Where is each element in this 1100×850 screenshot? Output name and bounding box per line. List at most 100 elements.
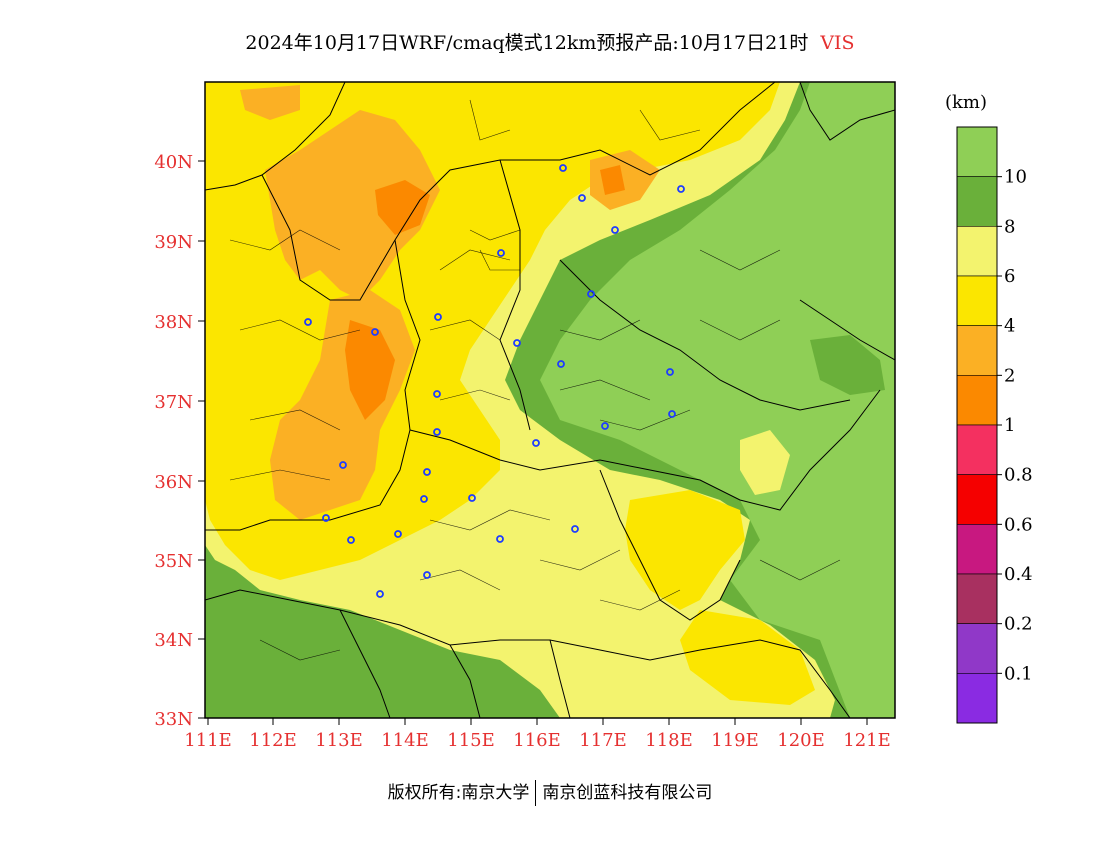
footer-company: 南京创蓝科技有限公司: [542, 783, 713, 803]
vis-zone-4-6-south: [680, 610, 815, 705]
station-marker: [347, 536, 355, 544]
lon-label: 121E: [843, 730, 891, 751]
vis-zone-6-8-shandong: [740, 430, 790, 495]
vis-zone-1-2-b: [345, 320, 395, 420]
station-marker: [677, 185, 685, 193]
colorbar-label: 0.1: [1004, 663, 1033, 684]
vis-zone-4-6-east: [625, 490, 745, 610]
lon-label: 113E: [315, 730, 363, 751]
lon-label: 117E: [579, 730, 627, 751]
colorbar-label: 0.2: [1004, 614, 1033, 635]
colorbar-swatch: [956, 325, 998, 376]
province-boundaries: [205, 82, 895, 718]
lon-label: 118E: [645, 730, 693, 751]
colorbar-swatch: [956, 275, 998, 326]
colorbar-swatch: [956, 474, 998, 525]
station-marker: [420, 495, 428, 503]
colorbar-swatch: [956, 424, 998, 475]
station-marker: [433, 390, 441, 398]
station-marker: [668, 410, 676, 418]
vis-zone-8-10-coast: [810, 335, 885, 395]
lon-label: 112E: [249, 730, 297, 751]
title-main: 2024年10月17日WRF/cmaq模式12km预报产品:10月17日21时: [245, 32, 809, 54]
station-marker: [578, 194, 586, 202]
vis-zone-2-4-north: [265, 110, 440, 300]
station-marker: [304, 318, 312, 326]
station-marker: [601, 422, 609, 430]
station-marker: [513, 339, 521, 347]
station-marker: [532, 439, 540, 447]
station-marker: [339, 461, 347, 469]
lon-label: 111E: [184, 730, 232, 751]
lat-label: 35N: [154, 551, 193, 572]
vis-zone-2-4-nw: [240, 85, 300, 120]
colorbar-label: 8: [1004, 216, 1015, 237]
lat-label: 37N: [154, 392, 193, 413]
colorbar-labels: 10 8 6 4 2 1 0.8 0.6 0.4 0.2 0.1: [997, 167, 1033, 684]
axis-ticks: [198, 160, 868, 725]
colorbar-swatch: [956, 673, 998, 724]
colorbar-label: 6: [1004, 266, 1015, 287]
colorbar-unit: (km): [945, 92, 987, 113]
colorbar-swatch: [956, 375, 998, 426]
colorbar-label: 0.6: [1004, 514, 1033, 535]
lon-label: 119E: [711, 730, 759, 751]
lon-label: 115E: [447, 730, 495, 751]
lat-label: 34N: [154, 630, 193, 651]
vis-zone-1-2-c: [600, 165, 625, 195]
lat-label: 33N: [154, 709, 193, 730]
station-marker: [611, 226, 619, 234]
lat-label: 38N: [154, 312, 193, 333]
colorbar-swatch: [956, 176, 998, 227]
station-markers: [304, 164, 685, 598]
footer: 版权所有:南京大学 南京创蓝科技有限公司: [0, 778, 1100, 806]
station-marker: [423, 571, 431, 579]
latitude-labels: 40N 39N 38N 37N 36N 35N 34N 33N: [154, 152, 193, 730]
colorbar-swatch: [956, 126, 998, 177]
vis-zone-1-2-a: [375, 180, 430, 235]
map-panel: [205, 82, 895, 718]
station-marker: [434, 313, 442, 321]
colorbar-label: 4: [1004, 316, 1015, 337]
station-marker: [571, 525, 579, 533]
colorbar-swatch: [956, 524, 998, 575]
station-marker: [433, 428, 441, 436]
lat-label: 40N: [154, 152, 193, 173]
title-variable: VIS: [820, 32, 855, 54]
station-marker: [497, 249, 505, 257]
vis-zone-4-6-west: [205, 370, 250, 480]
colorbar-label: 2: [1004, 365, 1015, 386]
colorbar-swatch: [956, 226, 998, 277]
station-marker: [423, 468, 431, 476]
lat-label: 39N: [154, 232, 193, 253]
footer-separator: [535, 780, 537, 806]
station-marker: [322, 514, 330, 522]
station-marker: [496, 535, 504, 543]
station-marker: [587, 290, 595, 298]
station-marker: [557, 360, 565, 368]
colorbar-swatch: [956, 573, 998, 624]
lon-label: 114E: [381, 730, 429, 751]
colorbar-label: 10: [1004, 167, 1027, 188]
station-marker: [376, 590, 384, 598]
station-marker: [666, 368, 674, 376]
colorbar: (km) 10 8 6 4 2 1 0.8 0.6 0.4 0.2 0.1: [945, 92, 1033, 724]
station-marker: [468, 494, 476, 502]
lat-label: 36N: [154, 472, 193, 493]
longitude-labels: 111E 112E 113E 114E 115E 116E 117E 118E …: [184, 730, 891, 751]
station-marker: [371, 328, 379, 336]
lon-label: 120E: [777, 730, 825, 751]
footer-copyright: 版权所有:南京大学: [387, 783, 530, 803]
lon-label: 116E: [513, 730, 561, 751]
station-marker: [394, 530, 402, 538]
colorbar-label: 0.8: [1004, 465, 1033, 486]
station-marker: [559, 164, 567, 172]
map-title: 2024年10月17日WRF/cmaq模式12km预报产品:10月17日21时 V…: [0, 28, 1100, 55]
map-frame: [204, 81, 896, 719]
vis-zone-2-4-ne: [590, 150, 660, 210]
colorbar-label: 0.4: [1004, 564, 1033, 585]
colorbar-swatches: [956, 126, 998, 724]
county-boundaries: [229, 99, 841, 661]
colorbar-label: 1: [1004, 415, 1015, 436]
